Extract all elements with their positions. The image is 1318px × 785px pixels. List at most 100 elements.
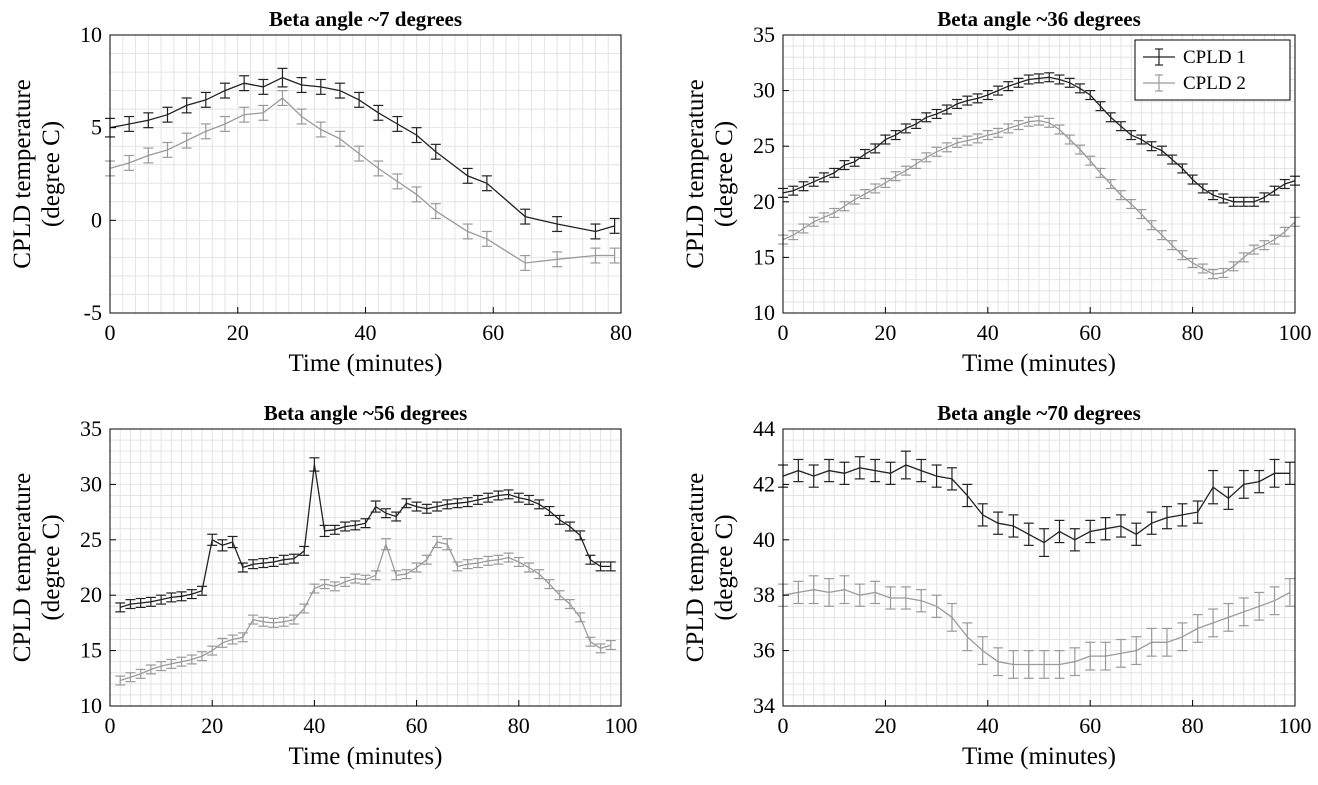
error-bar — [900, 586, 911, 610]
error-bar — [1156, 230, 1167, 241]
error-bar — [1013, 120, 1024, 131]
error-bar — [156, 661, 167, 672]
error-bar — [1284, 577, 1295, 607]
error-bar — [115, 675, 126, 686]
x-tick-label: 20 — [874, 320, 896, 345]
x-tick-label: 40 — [303, 713, 325, 738]
error-bar — [870, 458, 881, 483]
error-bar — [1085, 641, 1096, 671]
error-bar — [181, 132, 192, 149]
error-bar — [278, 554, 289, 565]
error-bar — [354, 145, 365, 162]
error-bar — [430, 143, 441, 160]
error-bar — [1228, 261, 1239, 272]
error-bar — [946, 467, 957, 491]
error-bar — [1008, 649, 1019, 679]
x-tick-label: 40 — [977, 320, 999, 345]
error-bar — [1259, 240, 1270, 251]
error-bar — [1095, 101, 1106, 112]
error-bar — [1223, 486, 1234, 510]
error-bar — [1044, 117, 1055, 128]
grid — [109, 34, 622, 314]
error-bar — [1218, 193, 1229, 204]
error-bar — [392, 115, 403, 132]
error-bar — [870, 580, 881, 605]
y-tick-label: 0 — [91, 207, 102, 232]
x-tick-label: 100 — [1279, 320, 1312, 345]
error-bar — [309, 457, 320, 472]
error-bar — [1034, 115, 1044, 126]
error-bar — [564, 521, 575, 532]
error-bar — [524, 562, 535, 573]
error-bar — [993, 647, 1004, 677]
series-cpld1 — [105, 67, 620, 240]
error-bar — [788, 185, 799, 196]
error-bar — [1100, 641, 1111, 671]
error-bar — [462, 497, 473, 508]
y-axis-label-line: CPLD temperature — [682, 473, 709, 663]
error-bar — [854, 583, 865, 607]
error-bar — [1095, 167, 1106, 178]
error-bar — [239, 106, 250, 123]
error-bar — [1131, 636, 1142, 666]
error-bar — [1044, 72, 1055, 83]
error-bar — [380, 508, 391, 519]
legend-label: CPLD 2 — [1183, 73, 1246, 94]
error-bar — [544, 579, 555, 590]
error-bar — [513, 492, 524, 503]
error-bar — [1069, 528, 1080, 552]
error-bar — [166, 658, 177, 669]
error-bar — [135, 597, 146, 608]
error-bar — [472, 494, 483, 505]
series-cpld1 — [115, 457, 616, 613]
error-bar — [552, 251, 563, 268]
error-bar — [870, 143, 881, 154]
y-tick-label: 38 — [753, 582, 775, 607]
error-bar — [993, 127, 1004, 138]
error-bar — [258, 558, 269, 569]
error-bar — [472, 558, 483, 569]
error-bar — [196, 651, 207, 662]
error-bar — [162, 141, 173, 158]
error-bar — [1192, 500, 1203, 524]
legend-entry-cpld1: CPLD 1 — [1143, 47, 1246, 68]
error-bar — [1228, 196, 1239, 207]
error-bar — [196, 585, 207, 596]
error-bar — [1167, 240, 1178, 251]
error-bar — [1039, 528, 1050, 558]
error-bar — [911, 158, 922, 170]
error-bar — [829, 167, 840, 178]
error-bar — [1008, 514, 1019, 538]
y-tick-label: 25 — [753, 133, 775, 158]
error-bar — [200, 123, 211, 140]
error-bar — [1069, 647, 1080, 677]
x-tick-label: 80 — [1182, 713, 1204, 738]
error-bar — [859, 148, 870, 160]
error-bar — [977, 636, 988, 666]
error-bar — [1238, 196, 1249, 207]
error-bar — [1146, 220, 1157, 231]
error-bar — [870, 183, 881, 194]
error-bar — [585, 554, 596, 565]
error-bar — [818, 212, 829, 223]
x-tick-label: 0 — [105, 713, 116, 738]
error-bar — [890, 130, 901, 141]
error-bar — [299, 545, 310, 556]
error-bar — [585, 636, 596, 647]
error-bar — [135, 668, 146, 679]
error-bar — [1146, 511, 1157, 535]
error-bar — [972, 93, 983, 104]
error-bar — [319, 579, 330, 590]
error-bar — [931, 146, 942, 157]
error-bar — [962, 135, 973, 146]
error-bar — [503, 552, 514, 563]
error-bar — [921, 112, 932, 123]
error-bar — [227, 634, 238, 645]
error-bar — [524, 494, 535, 505]
error-bar — [513, 556, 524, 567]
x-tick-label: 80 — [1182, 320, 1204, 345]
error-bar — [329, 581, 340, 592]
error-bar — [442, 538, 453, 551]
error-bar — [296, 77, 307, 94]
